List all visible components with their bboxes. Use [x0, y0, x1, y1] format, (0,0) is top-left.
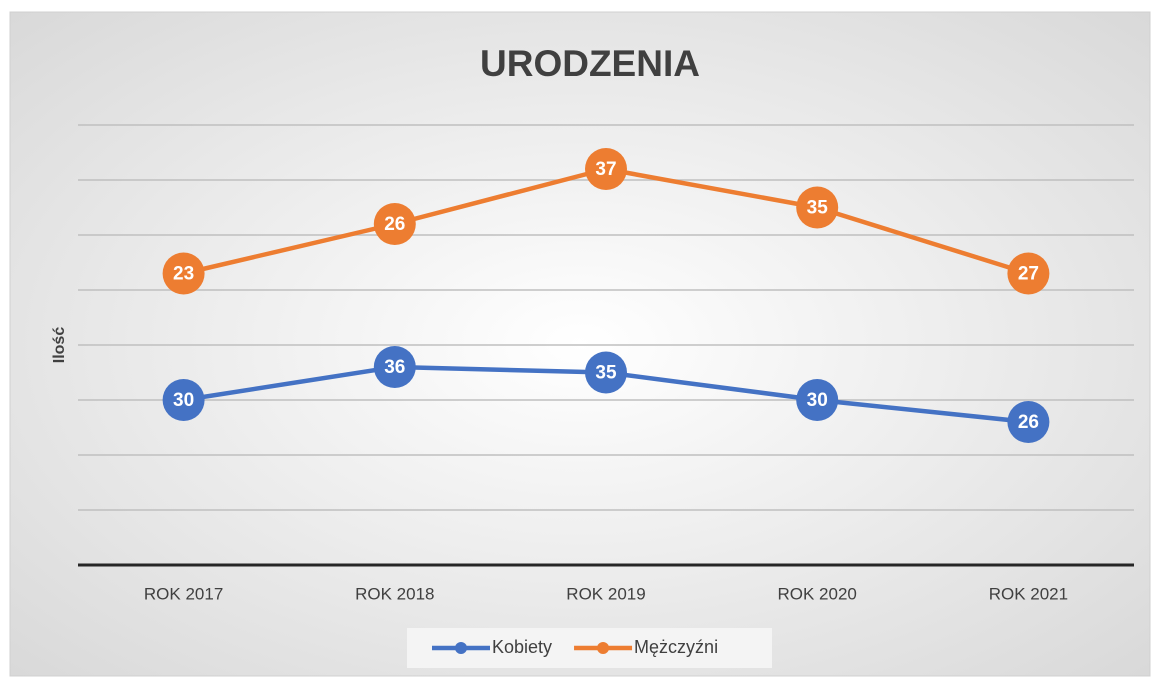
legend-label: Kobiety — [492, 637, 552, 657]
data-label: 36 — [384, 357, 405, 378]
data-label: 27 — [1018, 264, 1039, 285]
marker — [585, 351, 627, 394]
data-label: 37 — [595, 159, 616, 180]
data-label: 23 — [173, 264, 194, 285]
marker — [585, 148, 627, 190]
data-label: 35 — [807, 198, 829, 219]
data-label: 26 — [1018, 412, 1039, 433]
marker — [373, 203, 416, 245]
marker — [1007, 252, 1050, 295]
marker — [162, 252, 205, 295]
legend-label: Mężczyźni — [634, 637, 718, 657]
legend-marker — [455, 642, 467, 654]
data-label: 35 — [595, 363, 617, 384]
marker — [373, 346, 416, 388]
data-label: 30 — [807, 390, 828, 411]
marker — [796, 186, 839, 229]
x-tick-label: ROK 2018 — [355, 584, 434, 603]
chart-title: URODZENIA — [480, 43, 700, 84]
x-tick-label: ROK 2017 — [144, 584, 223, 603]
marker — [1007, 401, 1050, 443]
data-label: 30 — [173, 390, 194, 411]
x-tick-label: ROK 2021 — [989, 584, 1068, 603]
data-label: 26 — [384, 214, 405, 235]
marker — [162, 379, 205, 421]
x-tick-label: ROK 2020 — [778, 584, 857, 603]
legend-marker — [597, 642, 610, 654]
y-axis-label: Ilość — [51, 327, 68, 364]
chart-bg — [9, 11, 1151, 677]
x-tick-label: ROK 2019 — [566, 584, 645, 603]
marker — [796, 379, 839, 421]
